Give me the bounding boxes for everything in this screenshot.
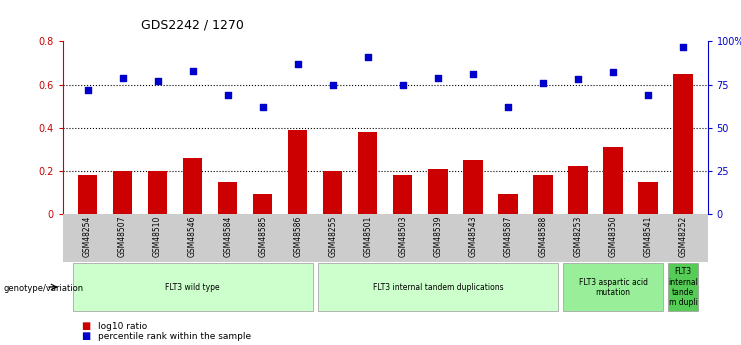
Bar <box>668 263 698 311</box>
Text: FLT3 aspartic acid
mutation: FLT3 aspartic acid mutation <box>579 277 648 297</box>
Bar <box>498 195 517 214</box>
Bar <box>358 132 377 214</box>
Bar <box>78 175 97 214</box>
Text: GSM48501: GSM48501 <box>363 215 372 257</box>
Bar <box>568 167 588 214</box>
Text: GSM48252: GSM48252 <box>679 215 688 257</box>
Bar <box>253 195 273 214</box>
Bar <box>113 171 132 214</box>
Text: GSM48350: GSM48350 <box>608 215 617 257</box>
Text: GDS2242 / 1270: GDS2242 / 1270 <box>141 18 244 31</box>
Point <box>152 78 164 84</box>
Text: GSM48507: GSM48507 <box>118 215 127 257</box>
Text: log10 ratio: log10 ratio <box>98 322 147 331</box>
Text: GSM48585: GSM48585 <box>258 215 268 257</box>
Text: GSM48588: GSM48588 <box>539 215 548 257</box>
Text: GSM48541: GSM48541 <box>644 215 653 257</box>
Point <box>607 70 619 75</box>
Bar <box>183 158 202 214</box>
Bar <box>563 263 663 311</box>
Text: ■: ■ <box>82 332 90 341</box>
Bar <box>603 147 622 214</box>
Point <box>572 77 584 82</box>
Bar <box>463 160 482 214</box>
Bar <box>73 263 313 311</box>
Text: FLT3 wild type: FLT3 wild type <box>165 283 220 292</box>
Bar <box>323 171 342 214</box>
Text: GSM48510: GSM48510 <box>153 215 162 257</box>
Point <box>257 104 269 110</box>
Text: GSM48255: GSM48255 <box>328 215 337 257</box>
Text: GSM48539: GSM48539 <box>433 215 442 257</box>
Point <box>432 75 444 80</box>
Point <box>327 82 339 87</box>
Text: GSM48503: GSM48503 <box>399 215 408 257</box>
Text: ■: ■ <box>82 321 90 331</box>
Bar <box>288 130 308 214</box>
Bar <box>318 263 558 311</box>
Text: GSM48587: GSM48587 <box>503 215 513 257</box>
Point <box>292 61 304 67</box>
Text: GSM48546: GSM48546 <box>188 215 197 257</box>
Point <box>467 71 479 77</box>
Bar <box>534 175 553 214</box>
Text: GSM48584: GSM48584 <box>223 215 232 257</box>
Text: FLT3
internal
tande
m dupli: FLT3 internal tande m dupli <box>668 267 698 307</box>
Bar <box>218 181 237 214</box>
Text: GSM48543: GSM48543 <box>468 215 477 257</box>
Point <box>187 68 199 73</box>
Text: GSM48586: GSM48586 <box>293 215 302 257</box>
Text: GSM48253: GSM48253 <box>574 215 582 257</box>
Point <box>677 44 689 49</box>
Point <box>502 104 514 110</box>
Bar <box>639 181 658 214</box>
Text: percentile rank within the sample: percentile rank within the sample <box>98 332 251 341</box>
Point <box>82 87 93 92</box>
Bar <box>674 74 693 214</box>
Point <box>642 92 654 98</box>
Point <box>537 80 549 86</box>
Point <box>362 54 373 60</box>
Point <box>116 75 128 80</box>
Text: FLT3 internal tandem duplications: FLT3 internal tandem duplications <box>373 283 503 292</box>
Bar <box>393 175 413 214</box>
Bar <box>148 171 167 214</box>
Bar <box>428 169 448 214</box>
Text: GSM48254: GSM48254 <box>83 215 92 257</box>
Point <box>222 92 233 98</box>
Point <box>397 82 409 87</box>
Text: genotype/variation: genotype/variation <box>4 284 84 293</box>
